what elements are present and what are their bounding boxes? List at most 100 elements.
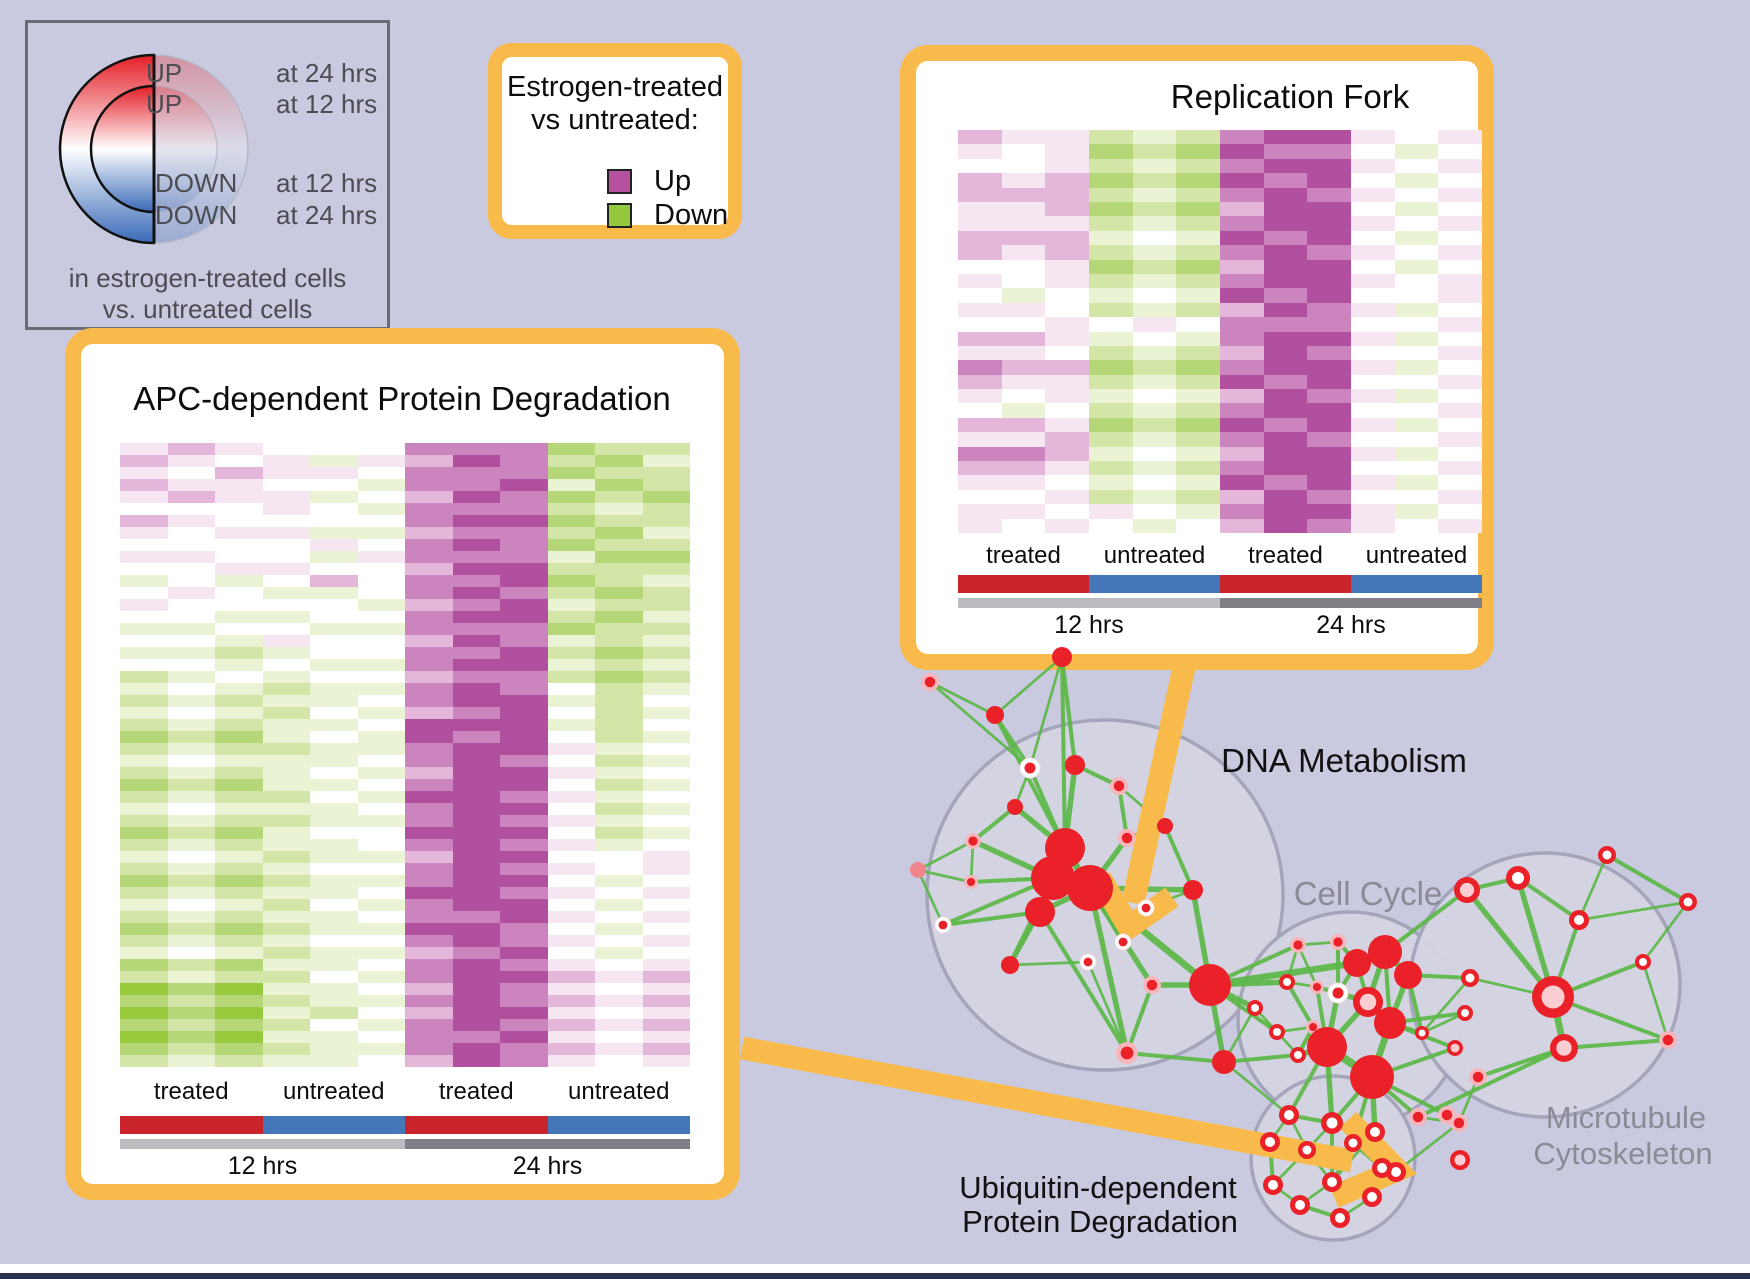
heatmap-cell [167, 611, 215, 623]
heatmap-cell [310, 467, 358, 479]
heatmap-cell [357, 491, 405, 503]
heatmap-cell [262, 683, 310, 695]
heatmap-cell [547, 695, 595, 707]
heatmap-cell [1132, 201, 1177, 217]
heatmap-cell [1176, 273, 1220, 289]
heatmap-cell [958, 245, 1002, 260]
rf-column-group-labels: treated untreated treated untreated [958, 542, 1482, 570]
heatmap-cell [1132, 417, 1177, 433]
network-edge [1371, 1075, 1448, 1117]
heatmap-cell [215, 851, 263, 863]
heatmap-cell [262, 1019, 310, 1031]
heatmap-cell [262, 731, 310, 743]
heatmap-cell [642, 935, 690, 947]
heatmap-cell [120, 911, 168, 923]
heatmap-cell [1001, 345, 1046, 361]
heatmap-cell [1351, 144, 1395, 159]
gene-set-node-core [938, 920, 948, 930]
heatmap-cell [310, 707, 358, 719]
ring-caption-line1: in estrogen-treated cells [68, 263, 347, 293]
heatmap-cell [215, 1019, 263, 1031]
heatmap-cell [310, 971, 358, 983]
heatmap-cell [1263, 345, 1308, 361]
heatmap-cell [120, 1043, 168, 1055]
heatmap-cell [120, 443, 168, 455]
heatmap-cell [595, 779, 643, 791]
heatmap-cell [262, 815, 310, 827]
hour-bar [1220, 598, 1482, 608]
heatmap-cell [452, 503, 500, 515]
heatmap-cell [310, 527, 358, 539]
network-edge [1316, 985, 1339, 995]
ring-down-24-time: at 24 hrs [276, 200, 378, 230]
heatmap-cell [547, 719, 595, 731]
heatmap-cell [405, 743, 453, 755]
heatmap-cell [405, 1055, 453, 1067]
heatmap-cell [1176, 417, 1220, 433]
heatmap-cell [310, 455, 358, 467]
heatmap-cell [500, 983, 548, 995]
heatmap-cell [595, 467, 643, 479]
heatmap-cell [405, 575, 453, 587]
heatmap-cell [1307, 432, 1351, 447]
heatmap-cell [310, 743, 358, 755]
heatmap-cell [595, 743, 643, 755]
gene-set-node [1447, 1040, 1463, 1056]
heatmap-cell [452, 455, 500, 467]
gene-set-node-core [1441, 1109, 1453, 1121]
heatmap-cell [1220, 345, 1264, 361]
heatmap-cell [1089, 504, 1133, 519]
heatmap-cell [167, 599, 215, 611]
heatmap-cell [452, 635, 500, 647]
heatmap-cell [120, 467, 168, 479]
heatmap-cell [1351, 417, 1395, 433]
heatmap-cell [357, 683, 405, 695]
heatmap-cell [215, 755, 263, 767]
heatmap-cell [595, 635, 643, 647]
heatmap-cell [595, 803, 643, 815]
heatmap-cell [357, 983, 405, 995]
heatmap-cell [452, 851, 500, 863]
ring-legend-box: UP at 24 hrs UP at 12 hrs DOWN at 12 hrs… [25, 20, 390, 330]
heatmap-cell [1263, 130, 1308, 145]
heatmap-cell [1176, 374, 1220, 390]
gene-set-node-core [1333, 937, 1343, 947]
heatmap-cell [500, 947, 548, 959]
heatmap-cell [1045, 173, 1089, 188]
heatmap-cell [405, 515, 453, 527]
heatmap-cell [405, 839, 453, 851]
gene-set-node-core [1556, 1040, 1572, 1056]
heatmap-cell [310, 875, 358, 887]
heatmap-cell [167, 827, 215, 839]
heatmap-cell [500, 815, 548, 827]
heatmap-cell [1176, 461, 1220, 476]
heatmap-cell [500, 599, 548, 611]
heatmap-cell [120, 863, 168, 875]
heatmap-cell [1307, 288, 1351, 303]
network-edge [1389, 1010, 1466, 1026]
heatmap-cell [167, 635, 215, 647]
heatmap-cell [310, 815, 358, 827]
heatmap-cell [215, 995, 263, 1007]
heatmap-cell [500, 479, 548, 491]
heatmap-cell [310, 551, 358, 563]
heatmap-cell [357, 455, 405, 467]
heatmap-cell [452, 791, 500, 803]
heatmap-cell [310, 767, 358, 779]
gene-set-node [1269, 1024, 1285, 1040]
ring-caption-line2: vs. untreated cells [102, 294, 313, 324]
heatmap-cell [262, 827, 310, 839]
heatmap-cell [1351, 245, 1395, 260]
treatment-bar [405, 1116, 548, 1134]
heatmap-cell [1089, 489, 1133, 505]
heatmap-cell [595, 563, 643, 575]
network-edge [1062, 764, 1078, 849]
gene-set-node-core [1459, 882, 1475, 898]
gene-set-node-core [1639, 958, 1647, 966]
gene-set-node [1212, 1050, 1236, 1074]
heatmap-cell [642, 743, 690, 755]
heatmap-cell [500, 755, 548, 767]
heatmap-cell [405, 935, 453, 947]
heatmap-cell [405, 647, 453, 659]
heatmap-cell [1307, 216, 1351, 231]
